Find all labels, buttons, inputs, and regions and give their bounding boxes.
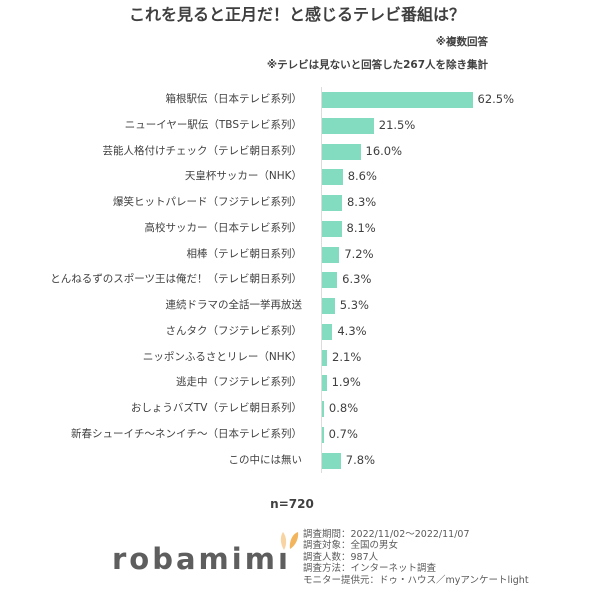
survey-info-line: 調査人数：987人 bbox=[303, 551, 379, 563]
bar-row: おしょうバズTV（テレビ朝日系列） 0.8% bbox=[0, 396, 600, 422]
bar-row: 高校サッカー（日本テレビ系列） 8.1% bbox=[0, 216, 600, 242]
category-label: とんねるずのスポーツ王は俺だ！（テレビ朝日系列） bbox=[50, 273, 302, 286]
survey-info-line: 調査対象：全国の男女 bbox=[303, 540, 399, 552]
donkey-ears-icon bbox=[280, 532, 299, 550]
category-label: ニューイヤー駅伝（TBSテレビ系列） bbox=[124, 118, 302, 131]
bar-row: この中には無い 7.8% bbox=[0, 448, 600, 474]
bar bbox=[322, 349, 328, 366]
category-label: さんタク（フジテレビ系列） bbox=[165, 324, 303, 337]
bar bbox=[322, 323, 333, 340]
value-label: 8.3% bbox=[346, 195, 377, 209]
value-label: 8.6% bbox=[347, 169, 377, 184]
bar-row: 逃走中（フジテレビ系列） 1.9% bbox=[0, 370, 600, 396]
category-label: 箱根駅伝（日本テレビ系列） bbox=[165, 93, 303, 105]
note-multiple-answers: ※複数回答 bbox=[435, 36, 488, 48]
bar-row: 相棒（テレビ朝日系列） 7.2% bbox=[0, 242, 600, 268]
bar bbox=[322, 143, 361, 160]
bar-chart: 箱根駅伝（日本テレビ系列） 62.5% ニューイヤー駅伝（TBSテレビ系列） 21.5… bbox=[0, 87, 600, 473]
value-label: 0.8% bbox=[328, 401, 359, 415]
y-axis-line bbox=[321, 87, 322, 473]
survey-info-line: モニター提供元：ドゥ・ハウス／myアンケートlight bbox=[303, 574, 529, 586]
logo-text: robamim bbox=[112, 542, 278, 576]
value-label: 0.7% bbox=[328, 426, 358, 441]
category-label: 新春シューイチ～ネンイチ～（日本テレビ系列） bbox=[71, 427, 302, 440]
sample-size-label: n=720 bbox=[270, 497, 314, 511]
category-label: この中には無い bbox=[228, 453, 303, 466]
value-label: 6.3% bbox=[342, 272, 372, 287]
chart-title: これを見ると正月だ！と感じるテレビ番組は？ bbox=[128, 5, 465, 24]
value-label: 7.8% bbox=[345, 452, 375, 467]
category-label: 連続ドラマの全話一挙再放送 bbox=[165, 299, 303, 311]
bar bbox=[322, 375, 327, 392]
logo-last-letter: ı bbox=[277, 542, 291, 576]
value-label: 16.0% bbox=[365, 143, 403, 158]
value-label: 5.3% bbox=[339, 298, 369, 312]
value-label: 7.2% bbox=[344, 246, 374, 261]
bar-row: さんタク（フジテレビ系列） 4.3% bbox=[0, 319, 600, 345]
bar bbox=[322, 401, 324, 417]
value-label: 21.5% bbox=[378, 117, 416, 132]
category-label: 逃走中（フジテレビ系列） bbox=[176, 376, 302, 389]
bar bbox=[322, 195, 342, 211]
bar bbox=[322, 246, 340, 263]
robamimi-logo: robamimı bbox=[112, 544, 291, 574]
category-label: ニッポンふるさとリレー（NHK） bbox=[142, 350, 302, 363]
bar-row: 新春シューイチ～ネンイチ～（日本テレビ系列） 0.7% bbox=[0, 422, 600, 448]
bar-row: ニューイヤー駅伝（TBSテレビ系列） 21.5% bbox=[0, 113, 600, 139]
bar-row: 芸能人格付けチェック（テレビ朝日系列） 16.0% bbox=[0, 139, 600, 165]
value-label: 8.1% bbox=[346, 220, 376, 235]
bar bbox=[322, 220, 342, 237]
value-label: 2.1% bbox=[332, 349, 362, 364]
value-label: 1.9% bbox=[331, 375, 361, 390]
category-label: 高校サッカー（日本テレビ系列） bbox=[144, 221, 303, 234]
bar-row: ニッポンふるさとリレー（NHK） 2.1% bbox=[0, 345, 600, 371]
bar bbox=[322, 169, 343, 186]
bar-row: 箱根駅伝（日本テレビ系列） 62.5% bbox=[0, 87, 600, 113]
category-label: 芸能人格付けチェック（テレビ朝日系列） bbox=[102, 144, 303, 157]
bar-row: 爆笑ヒットパレード（フジテレビ系列） 8.3% bbox=[0, 190, 600, 216]
survey-info-line: 調査方法：インターネット調査 bbox=[303, 563, 437, 575]
bar-row: 連続ドラマの全話一挙再放送 5.3% bbox=[0, 293, 600, 319]
bar-row: とんねるずのスポーツ王は俺だ！（テレビ朝日系列） 6.3% bbox=[0, 267, 600, 293]
category-label: 天皇杯サッカー（NHK） bbox=[184, 170, 302, 183]
survey-info: 調査期間：2022/11/02～2022/11/07 調査対象：全国の男女 調査人数… bbox=[303, 529, 529, 586]
bar bbox=[322, 272, 338, 289]
bar bbox=[322, 92, 473, 108]
bar bbox=[322, 298, 335, 314]
bar bbox=[322, 426, 324, 443]
bar-row: 天皇杯サッカー（NHK） 8.6% bbox=[0, 164, 600, 190]
value-label: 4.3% bbox=[337, 323, 367, 338]
bar bbox=[322, 117, 374, 134]
bar bbox=[322, 452, 341, 469]
category-label: 爆笑ヒットパレード（フジテレビ系列） bbox=[113, 196, 302, 208]
note-excluded-respondents: ※テレビは見ないと回答した267人を除き集計 bbox=[266, 59, 488, 71]
category-label: 相棒（テレビ朝日系列） bbox=[186, 247, 303, 260]
value-label: 62.5% bbox=[477, 92, 515, 106]
category-label: おしょうバズTV（テレビ朝日系列） bbox=[130, 402, 302, 414]
survey-info-line: 調査期間：2022/11/02～2022/11/07 bbox=[303, 529, 470, 540]
